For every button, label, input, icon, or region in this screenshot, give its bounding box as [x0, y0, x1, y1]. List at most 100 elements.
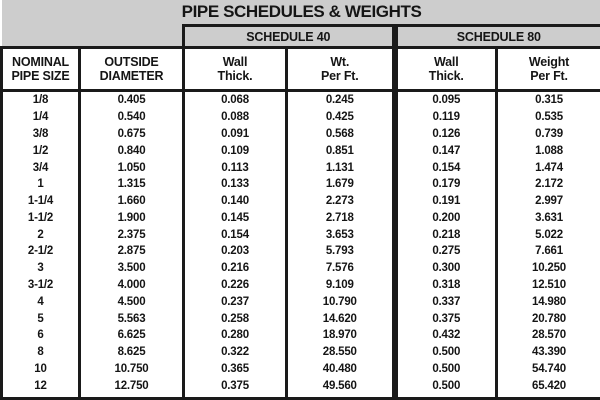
cell-value: 0.200	[432, 211, 461, 224]
data-row-band: 1/8 1/4 3/8 1/2 3/4 1 1-1/4 1-1/2 2 2-1/2 3 3-1/2 4 5…	[0, 89, 600, 400]
cell-value: 0.109	[221, 144, 249, 157]
cell-value: 3/4	[32, 161, 49, 174]
schedule-40-header: SCHEDULE 40	[182, 24, 396, 49]
cell-value: 0.245	[325, 94, 354, 107]
cell-value: 5	[37, 312, 44, 325]
cell-value: 1/4	[32, 111, 49, 124]
cell-value: 1.088	[535, 144, 563, 157]
cell-value: 28.570	[532, 329, 567, 342]
cell-value: 3.653	[325, 228, 354, 241]
cell-value: 0.147	[432, 144, 461, 157]
cell-value: 0.840	[117, 144, 146, 157]
cell-value: 3/8	[32, 127, 49, 140]
cell-value: 65.420	[532, 379, 567, 392]
cell-value: 14.620	[322, 312, 357, 325]
cell-value: 0.300	[432, 262, 461, 275]
cell-value: 10.790	[322, 295, 357, 308]
cell-value: 0.068	[221, 94, 249, 107]
cell-value: 0.126	[432, 127, 461, 140]
col-header-line: Weight	[528, 54, 570, 69]
data-column-sch80-wall-thick: 0.095 0.119 0.126 0.147 0.154 0.179 0.191 0.200…	[391, 89, 498, 400]
cell-value: 0.432	[432, 329, 461, 342]
cell-value: 54.740	[532, 362, 567, 375]
cell-value: 0.237	[221, 295, 249, 308]
cell-value: 49.560	[322, 379, 357, 392]
column-values: 0.405 0.540 0.675 0.840 1.050 1.315 1.660 1.900…	[81, 92, 182, 394]
cell-value: 0.145	[221, 211, 249, 224]
cell-value: 0.216	[221, 262, 249, 275]
cell-value: 7.661	[535, 245, 563, 258]
cell-value: 1	[37, 178, 44, 191]
cell-value: 0.140	[221, 195, 249, 208]
cell-value: 14.980	[532, 295, 567, 308]
cell-value: 0.091	[221, 127, 249, 140]
cell-value: 1.315	[117, 178, 146, 191]
col-header-outside-diameter: OUTSIDE DIAMETER	[78, 46, 185, 92]
column-values: 1/8 1/4 3/8 1/2 3/4 1 1-1/4 1-1/2 2 2-1/2 3 3-1/2 4 5…	[3, 92, 78, 394]
cell-value: 5.793	[325, 245, 354, 258]
cell-value: 0.851	[325, 144, 354, 157]
col-header-sch40-wt-per-ft: Wt. Per Ft.	[285, 46, 396, 92]
cell-value: 9.109	[325, 278, 354, 291]
data-column-sch40-wall-thick: 0.068 0.088 0.091 0.109 0.113 0.133 0.140 0.145…	[182, 89, 288, 400]
cell-value: 4	[37, 295, 44, 308]
col-header-line: Wall	[434, 54, 459, 69]
cell-value: 1/8	[32, 94, 49, 107]
cell-value: 6	[37, 329, 44, 342]
cell-value: 0.675	[117, 127, 146, 140]
cell-value: 2	[37, 228, 44, 241]
cell-value: 6.625	[117, 329, 146, 342]
cell-value: 0.405	[117, 94, 146, 107]
cell-value: 0.154	[221, 228, 249, 241]
cell-value: 1/2	[32, 144, 49, 157]
col-header-line: DIAMETER	[99, 69, 164, 83]
cell-value: 12.750	[114, 379, 149, 392]
cell-value: 3	[37, 262, 44, 275]
col-header-line: Thick.	[217, 69, 253, 83]
cell-value: 0.203	[221, 245, 249, 258]
cell-value: 0.275	[432, 245, 461, 258]
cell-value: 1.679	[325, 178, 354, 191]
cell-value: 0.191	[432, 195, 461, 208]
cell-value: 2.875	[117, 245, 146, 258]
col-header-sch40-wall-thick: Wall Thick.	[182, 46, 288, 92]
cell-value: 8.625	[117, 346, 146, 359]
column-values: 0.245 0.425 0.568 0.851 1.131 1.679 2.273 2.718…	[288, 92, 392, 394]
cell-value: 2.375	[117, 228, 146, 241]
cell-value: 0.154	[432, 161, 461, 174]
col-header-line: PIPE SIZE	[11, 69, 70, 83]
col-header-line: Wall	[222, 54, 248, 69]
cell-value: 0.095	[432, 94, 461, 107]
cell-value: 5.563	[117, 312, 146, 325]
cell-value: 5.022	[535, 228, 563, 241]
col-header-sch80-weight-per-ft: Weight Per Ft.	[494, 46, 600, 92]
cell-value: 4.000	[117, 278, 146, 291]
cell-value: 0.280	[221, 329, 249, 342]
column-values: 0.315 0.535 0.739 1.088 1.474 2.172 2.997 3.631…	[498, 92, 600, 394]
cell-value: 0.500	[432, 346, 461, 359]
column-values: 0.095 0.119 0.126 0.147 0.154 0.179 0.191 0.200…	[398, 92, 496, 394]
cell-value: 28.550	[322, 346, 357, 359]
data-column-sch40-wt-per-ft: 0.245 0.425 0.568 0.851 1.131 1.679 2.273 2.718…	[285, 89, 396, 400]
cell-value: 20.780	[532, 312, 567, 325]
data-column-nominal-pipe-size: 1/8 1/4 3/8 1/2 3/4 1 1-1/4 1-1/2 2 2-1/2 3 3-1/2 4 5…	[0, 89, 81, 400]
col-header-line: Per Ft.	[321, 69, 359, 83]
col-header-sch80-wall-thick: Wall Thick.	[391, 46, 498, 92]
cell-value: 0.218	[432, 228, 461, 241]
cell-value: 0.179	[432, 178, 461, 191]
cell-value: 1.900	[117, 211, 146, 224]
cell-value: 0.365	[221, 362, 249, 375]
cell-value: 12	[34, 379, 47, 392]
cell-value: 10.750	[114, 362, 149, 375]
cell-value: 43.390	[532, 346, 567, 359]
col-header-nominal-pipe-size: NOMINAL PIPE SIZE	[0, 46, 81, 92]
schedule-group-row: SCHEDULE 40 SCHEDULE 80	[1, 24, 600, 49]
schedule-80-header: SCHEDULE 80	[391, 24, 600, 49]
cell-value: 1.660	[117, 195, 146, 208]
cell-value: 0.568	[325, 127, 354, 140]
data-column-sch80-weight-per-ft: 0.315 0.535 0.739 1.088 1.474 2.172 2.997 3.631…	[494, 89, 600, 400]
cell-value: 3.631	[535, 211, 563, 224]
cell-value: 2-1/2	[27, 245, 54, 258]
cell-value: 1.050	[117, 161, 146, 174]
